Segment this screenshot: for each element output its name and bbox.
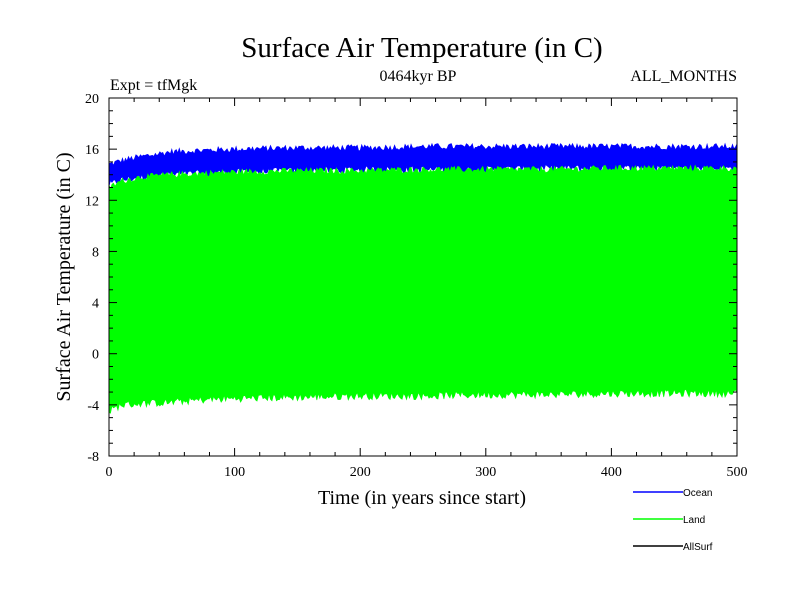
y-tick-label: -4 bbox=[87, 399, 99, 414]
y-tick-label: 0 bbox=[92, 348, 99, 363]
x-tick-label: 100 bbox=[224, 465, 245, 480]
y-tick-label: 4 bbox=[92, 297, 99, 312]
x-tick-label: 0 bbox=[106, 465, 113, 480]
months-label: ALL_MONTHS bbox=[630, 68, 737, 85]
experiment-label: Expt = tfMgk bbox=[110, 77, 197, 94]
plot-area bbox=[108, 142, 738, 414]
legend-label-ocean: Ocean bbox=[683, 488, 712, 499]
x-tick-label: 400 bbox=[601, 465, 622, 480]
chart-title: Surface Air Temperature (in C) bbox=[241, 32, 602, 64]
y-axis-label: Surface Air Temperature (in C) bbox=[53, 152, 75, 401]
x-axis-label: Time (in years since start) bbox=[318, 487, 526, 509]
legend: Ocean Land AllSurf bbox=[633, 488, 713, 553]
legend-label-land: Land bbox=[683, 515, 705, 526]
x-tick-label: 300 bbox=[475, 465, 496, 480]
y-tick-label: 20 bbox=[85, 92, 99, 107]
y-tick-label: 8 bbox=[92, 245, 99, 260]
y-tick-label: 16 bbox=[85, 143, 99, 158]
y-tick-label: 12 bbox=[85, 194, 99, 209]
x-tick-label: 500 bbox=[727, 465, 748, 480]
series-band-land bbox=[108, 164, 738, 414]
period-label: 0464kyr BP bbox=[380, 68, 457, 85]
x-tick-label: 200 bbox=[350, 465, 371, 480]
legend-label-allsurf: AllSurf bbox=[683, 542, 713, 553]
y-tick-label: -8 bbox=[87, 450, 99, 465]
